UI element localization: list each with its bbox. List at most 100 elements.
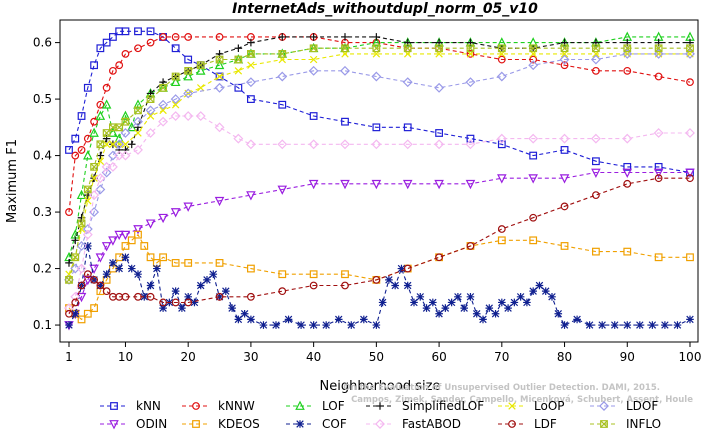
data-point-inflo — [341, 44, 349, 53]
data-point-ldof — [214, 82, 225, 93]
data-point-lof — [126, 121, 137, 132]
data-point-fastabod — [371, 139, 382, 150]
data-point-inflo — [121, 117, 130, 126]
data-point-cof — [234, 315, 243, 324]
data-point-cof — [485, 304, 494, 312]
series-line-odin — [68, 171, 690, 326]
legend-item-knnw: kNNW — [182, 399, 255, 413]
data-point-fastabod — [70, 291, 81, 302]
data-point-cof — [498, 298, 506, 307]
data-point-simplifiedlof — [121, 146, 130, 154]
y-tick-label: 0.4 — [33, 149, 52, 163]
data-point-cof — [460, 304, 468, 312]
data-point-kdeos — [215, 259, 224, 267]
data-point-ldf — [686, 174, 694, 183]
y-axis-label: Maximum F1 — [5, 139, 20, 223]
legend-marker — [599, 401, 609, 411]
data-point-cof — [504, 304, 512, 312]
data-point-odin — [183, 202, 193, 212]
data-point-knnw — [109, 66, 117, 75]
data-point-ldf — [96, 281, 105, 290]
series-line-simplifiedlof — [68, 36, 690, 264]
data-point-lof — [76, 189, 87, 200]
data-point-knnw — [184, 33, 193, 41]
series-ldf — [65, 174, 694, 318]
data-point-simplifiedlof — [96, 151, 105, 160]
data-point-ldof — [158, 99, 169, 110]
data-point-ldof — [170, 94, 181, 105]
data-point-cof — [259, 321, 268, 329]
data-point-knnw — [134, 44, 142, 53]
y-tick-label: 0.1 — [33, 318, 52, 332]
data-point-cof — [385, 276, 393, 284]
data-point-cof — [648, 321, 657, 329]
data-point-fastabod — [559, 133, 570, 144]
data-point-cof — [516, 293, 525, 301]
data-point-inflo — [278, 49, 287, 58]
data-point-ldf — [121, 292, 130, 301]
data-point-loop — [197, 84, 205, 92]
data-point-simplifiedlof — [372, 33, 381, 41]
data-point-odin — [95, 253, 106, 263]
data-point-knn — [247, 95, 255, 103]
data-point-knn — [184, 55, 193, 64]
data-point-knnw — [77, 146, 86, 154]
data-point-lof — [195, 65, 206, 75]
data-point-cof — [403, 281, 412, 290]
data-point-fastabod — [89, 190, 100, 201]
x-tick-label: 60 — [431, 350, 446, 364]
data-point-kdeos — [115, 253, 124, 262]
data-point-knnw — [90, 117, 98, 126]
x-tick-label: 40 — [306, 350, 321, 364]
data-point-loop — [109, 140, 117, 149]
data-point-loop — [121, 140, 130, 149]
data-point-inflo — [592, 44, 600, 53]
data-point-kdeos — [83, 309, 92, 318]
data-point-fastabod — [183, 111, 194, 121]
data-point-knn — [77, 112, 86, 120]
series-line-ldf — [68, 177, 690, 315]
data-point-knn — [592, 157, 600, 166]
data-point-odin — [653, 168, 664, 178]
data-point-cof — [686, 315, 694, 324]
data-point-odin — [120, 230, 131, 241]
data-point-cof — [96, 281, 105, 290]
x-axis-label: Neighborhood size — [320, 379, 441, 394]
data-point-ldf — [435, 253, 443, 262]
data-point-cof — [554, 309, 563, 318]
series-knnw — [65, 33, 694, 216]
legend-label: FastABOD — [402, 417, 461, 431]
data-point-knn — [234, 83, 243, 92]
data-point-odin — [108, 236, 118, 246]
data-point-knnw — [686, 78, 694, 87]
legend-label: SimplifiedLOF — [402, 399, 484, 413]
data-point-ldf — [102, 287, 111, 296]
data-point-cof — [240, 309, 249, 318]
data-point-cof — [378, 298, 387, 307]
data-point-cof — [115, 264, 123, 273]
data-point-inflo — [102, 129, 111, 137]
data-point-cof — [472, 309, 481, 318]
data-point-cof — [447, 298, 456, 307]
data-point-inflo — [159, 83, 167, 92]
data-point-odin — [622, 168, 633, 178]
data-point-odin — [591, 168, 601, 178]
data-point-lof — [214, 59, 225, 70]
data-point-knn — [466, 134, 475, 143]
data-point-loop — [234, 67, 243, 75]
data-point-odin — [402, 179, 413, 190]
data-point-cof — [416, 293, 425, 301]
data-point-kdeos — [77, 315, 86, 324]
legend-label: LDF — [534, 417, 557, 431]
data-point-knn — [90, 61, 98, 70]
legend-marker — [295, 400, 305, 410]
y-tick-label: 0.5 — [33, 92, 52, 106]
data-point-kdeos — [623, 247, 632, 256]
data-point-cof — [466, 293, 475, 301]
data-point-ldof — [371, 71, 382, 82]
legend-item-simplifiedlof: SimplifiedLOF — [366, 399, 484, 413]
data-point-cof — [673, 321, 682, 329]
data-point-knn — [529, 151, 538, 160]
data-point-knnw — [83, 134, 92, 143]
data-point-knnw — [102, 83, 111, 92]
